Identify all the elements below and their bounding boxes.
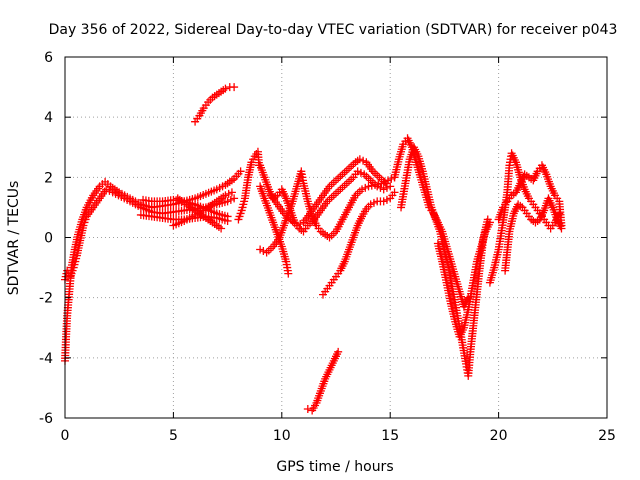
data-point bbox=[284, 269, 293, 278]
data-points bbox=[61, 83, 566, 415]
data-point bbox=[557, 224, 566, 233]
data-point bbox=[221, 84, 230, 93]
x-tick-label: 5 bbox=[169, 428, 178, 444]
chart-title: Day 356 of 2022, Sidereal Day-to-day VTE… bbox=[49, 22, 618, 38]
data-point bbox=[236, 167, 245, 176]
y-tick-label: -2 bbox=[39, 291, 53, 307]
x-tick-label: 20 bbox=[490, 428, 508, 444]
data-point bbox=[230, 194, 239, 203]
x-tick-label: 10 bbox=[273, 428, 291, 444]
y-tick-label: -6 bbox=[39, 411, 53, 427]
y-axis-ticks: -6 -4 -2 0 2 4 6 bbox=[39, 50, 607, 427]
x-tick-label: 25 bbox=[598, 428, 616, 444]
x-axis-ticks: 0 5 10 15 20 25 bbox=[61, 57, 616, 444]
x-tick-label: 15 bbox=[381, 428, 399, 444]
y-tick-label: 4 bbox=[44, 110, 53, 126]
y-tick-label: 2 bbox=[44, 170, 53, 186]
data-point bbox=[390, 188, 399, 197]
data-point bbox=[223, 212, 232, 221]
y-tick-label: 0 bbox=[44, 231, 53, 247]
data-point bbox=[381, 179, 390, 188]
data-point bbox=[334, 347, 343, 356]
data-point bbox=[230, 83, 239, 92]
data-point bbox=[485, 218, 494, 227]
y-axis-label: SDTVAR / TECUs bbox=[6, 181, 22, 296]
x-axis-label: GPS time / hours bbox=[276, 459, 393, 475]
data-point bbox=[303, 404, 312, 413]
data-point bbox=[386, 182, 395, 191]
y-tick-label: -4 bbox=[39, 351, 53, 367]
x-tick-label: 0 bbox=[61, 428, 70, 444]
data-point bbox=[227, 188, 236, 197]
y-tick-label: 6 bbox=[44, 50, 53, 66]
data-point bbox=[217, 224, 226, 233]
grid-lines bbox=[65, 57, 607, 418]
